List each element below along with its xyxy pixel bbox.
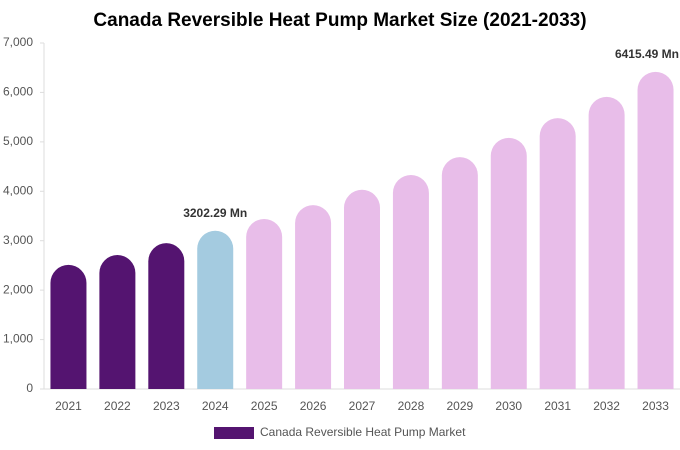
y-tick-label: 0: [26, 381, 33, 395]
x-tick-label: 2026: [300, 399, 327, 413]
bar: [148, 243, 185, 389]
x-tick-label: 2029: [446, 399, 473, 413]
y-tick-label: 7,000: [3, 35, 33, 49]
bar: [392, 174, 429, 389]
chart-title: Canada Reversible Heat Pump Market Size …: [93, 10, 586, 31]
y-tick-label: 5,000: [3, 134, 33, 148]
x-tick-label: 2032: [593, 399, 620, 413]
bar: [246, 218, 283, 389]
y-tick-label: 1,000: [3, 332, 33, 346]
bar: [539, 118, 576, 389]
x-tick-label: 2025: [251, 399, 278, 413]
x-tick-label: 2031: [544, 399, 571, 413]
y-tick-label: 3,000: [3, 233, 33, 247]
x-tick-label: 2033: [642, 399, 669, 413]
y-tick-label: 4,000: [3, 183, 33, 197]
bar: [441, 157, 478, 389]
x-tick-label: 2027: [349, 399, 376, 413]
bar: [588, 96, 625, 390]
legend-label: Canada Reversible Heat Pump Market: [260, 425, 466, 439]
x-tick-label: 2024: [202, 399, 229, 413]
value-label: 6415.49 Mn: [615, 47, 679, 61]
bar: [99, 255, 136, 389]
value-label: 3202.29 Mn: [183, 206, 247, 220]
bar: [490, 137, 527, 389]
x-tick-label: 2021: [55, 399, 82, 413]
bar: [637, 71, 674, 390]
bar: [344, 189, 380, 389]
x-tick-label: 2028: [398, 399, 425, 413]
y-tick-label: 2,000: [3, 282, 33, 296]
x-tick-label: 2022: [104, 399, 131, 413]
x-tick-label: 2030: [495, 399, 522, 413]
bar: [50, 264, 87, 389]
bar: [295, 205, 332, 389]
legend-swatch: [214, 427, 254, 439]
bar: [197, 230, 234, 389]
x-tick-label: 2023: [153, 399, 180, 413]
y-tick-label: 6,000: [3, 85, 33, 99]
